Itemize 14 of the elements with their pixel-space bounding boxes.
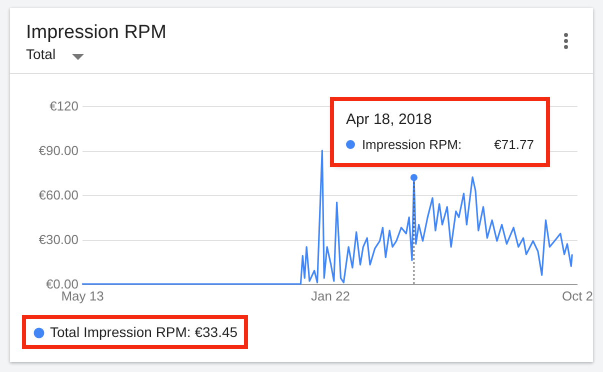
- y-tick-label: €0.00: [46, 276, 78, 292]
- annotation: Apr 18, 2018: [346, 110, 432, 128]
- y-tick-label: €120: [50, 98, 78, 114]
- x-tick-label: May 13: [61, 288, 104, 304]
- chart-subtitle: Total: [26, 46, 56, 62]
- legend-label: Total Impression RPM: €33.45: [50, 324, 238, 340]
- x-tick-label: Oct 2: [562, 288, 594, 304]
- annotation: €71.77: [494, 136, 534, 152]
- x-tick-label: Jan 22: [310, 288, 350, 304]
- annotation: Impression RPM:: [362, 136, 462, 152]
- y-tick-label: €90.00: [38, 143, 78, 158]
- chart-title: Impression RPM: [26, 22, 166, 44]
- y-tick-label: €60.00: [38, 188, 78, 202]
- y-tick-label: €30.00: [38, 232, 78, 247]
